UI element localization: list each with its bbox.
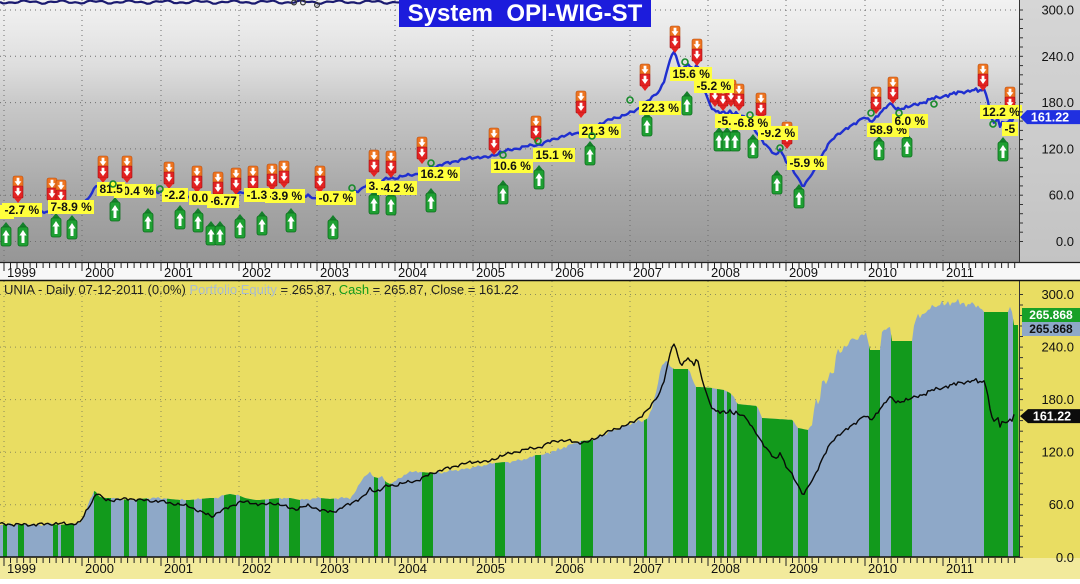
svg-text:180.0: 180.0 [1041,95,1074,110]
svg-text:2007: 2007 [633,561,662,576]
svg-text:22.3 %: 22.3 % [642,101,680,115]
svg-text:2005: 2005 [476,265,505,280]
svg-text:2011: 2011 [946,561,974,576]
svg-text:2007: 2007 [633,265,662,280]
svg-text:16.2 %: 16.2 % [421,167,459,181]
svg-text:1999: 1999 [7,265,36,280]
svg-text:-6.77: -6.77 [210,194,238,208]
svg-text:System OPI-WIG-ST: System OPI-WIG-ST [408,0,643,27]
svg-text:265.868: 265.868 [1029,308,1073,322]
svg-text:2008: 2008 [711,265,740,280]
svg-text:-3.9 %: -3.9 % [268,189,303,203]
svg-text:50.4 %: 50.4 % [117,184,155,198]
svg-text:2008: 2008 [711,561,740,576]
svg-text:15.6 %: 15.6 % [673,67,711,81]
svg-text:2001: 2001 [164,265,193,280]
svg-text:2010: 2010 [868,265,897,280]
svg-text:300.0: 300.0 [1041,287,1074,302]
svg-text:10.6 %: 10.6 % [494,159,532,173]
svg-text:-1.3: -1.3 [247,188,268,202]
svg-text:161.22: 161.22 [1033,410,1071,424]
svg-text:60.0: 60.0 [1049,497,1074,512]
svg-text:2000: 2000 [85,265,114,280]
svg-text:161.22: 161.22 [1031,111,1069,125]
svg-text:-5.2 %: -5.2 % [697,79,732,93]
svg-text:-2.2: -2.2 [165,188,186,202]
svg-text:-5: -5 [1005,122,1016,136]
svg-text:-2.7 %: -2.7 % [5,203,40,217]
svg-text:300.0: 300.0 [1041,3,1074,18]
svg-text:2006: 2006 [555,265,584,280]
svg-text:2003: 2003 [320,561,349,576]
svg-text:7-8.9 %: 7-8.9 % [51,200,93,214]
svg-text:3.: 3. [369,179,379,193]
svg-text:120.0: 120.0 [1041,141,1074,156]
svg-text:2010: 2010 [868,561,897,576]
svg-text:0.0: 0.0 [1056,550,1074,565]
svg-text:81.5: 81.5 [100,182,124,196]
svg-text:-5.9 %: -5.9 % [790,156,825,170]
svg-text:2003: 2003 [320,265,349,280]
svg-text:0.0: 0.0 [1056,234,1074,249]
svg-text:15.1 %: 15.1 % [536,148,574,162]
svg-text:2002: 2002 [242,265,271,280]
svg-text:21.3 %: 21.3 % [582,124,620,138]
svg-text:2000: 2000 [85,561,114,576]
svg-text:12.2 %: 12.2 % [983,105,1021,119]
svg-text:240.0: 240.0 [1041,49,1074,64]
svg-text:-6.8 %: -6.8 % [734,116,769,130]
svg-text:2004: 2004 [398,561,427,576]
svg-text:-0.7 %: -0.7 % [319,191,354,205]
svg-text:265.868: 265.868 [1029,322,1073,336]
svg-text:2004: 2004 [398,265,427,280]
svg-text:-4.2 %: -4.2 % [380,181,415,195]
svg-text:1999: 1999 [7,561,36,576]
svg-text:2009: 2009 [789,265,818,280]
svg-text:180.0: 180.0 [1041,392,1074,407]
svg-text:240.0: 240.0 [1041,340,1074,355]
svg-text:2005: 2005 [476,561,505,576]
svg-text:2011: 2011 [946,265,974,280]
svg-text:6.0 %: 6.0 % [895,114,926,128]
svg-text:2001: 2001 [164,561,193,576]
svg-text:120.0: 120.0 [1041,445,1074,460]
svg-text:2009: 2009 [789,561,818,576]
svg-text:0.0: 0.0 [192,191,209,205]
svg-text:UNIA - Daily 07-12-2011 (0.0%): UNIA - Daily 07-12-2011 (0.0%) Portfolio… [4,282,519,297]
svg-text:60.0: 60.0 [1049,188,1074,203]
svg-text:2006: 2006 [555,561,584,576]
svg-text:2002: 2002 [242,561,271,576]
